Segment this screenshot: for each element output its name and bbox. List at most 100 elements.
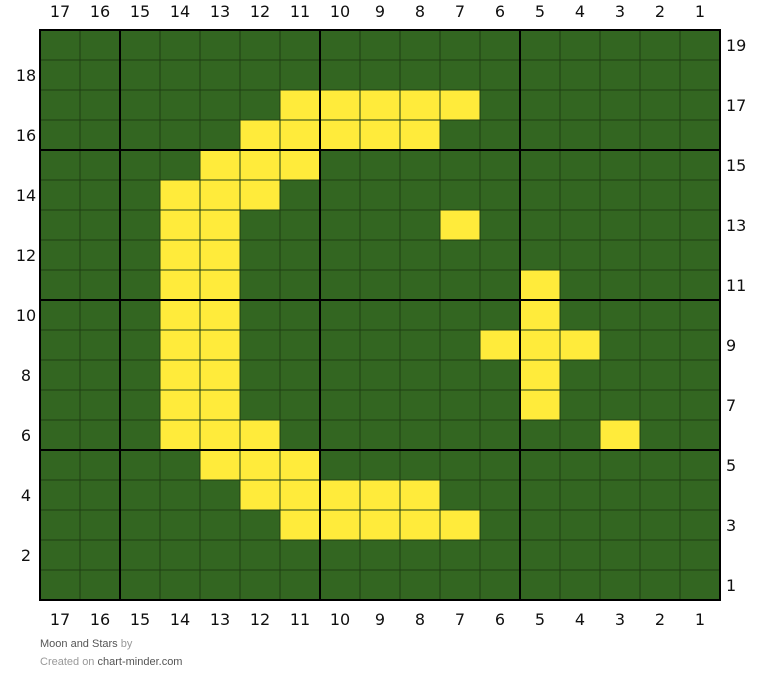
cell-r16-c8 xyxy=(399,119,441,151)
cell-r4-c7 xyxy=(439,479,481,511)
cell-r5-c10 xyxy=(319,449,361,481)
cell-r9-c3 xyxy=(599,329,641,361)
cell-r18-c8 xyxy=(399,59,441,91)
cell-r11-c2 xyxy=(639,269,681,301)
cell-r18-c12 xyxy=(239,59,281,91)
cell-r14-c5 xyxy=(519,179,561,211)
cell-r7-c9 xyxy=(359,389,401,421)
cell-r11-c10 xyxy=(319,269,361,301)
cell-r2-c9 xyxy=(359,539,401,571)
column-label-bottom: 15 xyxy=(130,610,150,629)
cell-r1-c8 xyxy=(399,569,441,601)
column-label-top: 6 xyxy=(495,2,505,21)
cell-r16-c15 xyxy=(119,119,161,151)
cell-r7-c5 xyxy=(519,389,561,421)
cell-r12-c12 xyxy=(239,239,281,271)
cell-r14-c1 xyxy=(679,179,721,211)
cell-r5-c11 xyxy=(279,449,321,481)
cell-r15-c7 xyxy=(439,149,481,181)
column-label-top: 9 xyxy=(375,2,385,21)
cell-r18-c17 xyxy=(39,59,81,91)
row-label-right: 15 xyxy=(726,156,746,175)
cell-r9-c11 xyxy=(279,329,321,361)
cell-r8-c16 xyxy=(79,359,121,391)
cell-r18-c4 xyxy=(559,59,601,91)
cell-r9-c14 xyxy=(159,329,201,361)
cell-r9-c13 xyxy=(199,329,241,361)
cell-r19-c6 xyxy=(479,29,521,61)
cell-r8-c4 xyxy=(559,359,601,391)
cell-r7-c10 xyxy=(319,389,361,421)
cell-r19-c8 xyxy=(399,29,441,61)
column-label-top: 11 xyxy=(290,2,310,21)
cell-r8-c14 xyxy=(159,359,201,391)
cell-r16-c4 xyxy=(559,119,601,151)
cell-r15-c2 xyxy=(639,149,681,181)
cell-r13-c11 xyxy=(279,209,321,241)
created-on-label: Created on xyxy=(40,656,95,668)
cell-r10-c11 xyxy=(279,299,321,331)
cell-r17-c7 xyxy=(439,89,481,121)
row-label-right: 5 xyxy=(726,456,736,475)
cell-r10-c2 xyxy=(639,299,681,331)
cell-r3-c9 xyxy=(359,509,401,541)
cell-r15-c16 xyxy=(79,149,121,181)
cell-r2-c14 xyxy=(159,539,201,571)
cell-r4-c12 xyxy=(239,479,281,511)
cell-r13-c16 xyxy=(79,209,121,241)
cell-r17-c6 xyxy=(479,89,521,121)
row-label-right: 7 xyxy=(726,396,736,415)
row-label-left: 6 xyxy=(21,426,31,445)
cell-r3-c11 xyxy=(279,509,321,541)
cell-r2-c8 xyxy=(399,539,441,571)
cell-r4-c17 xyxy=(39,479,81,511)
cell-r7-c12 xyxy=(239,389,281,421)
cell-r6-c4 xyxy=(559,419,601,451)
column-label-top: 7 xyxy=(455,2,465,21)
cell-r16-c3 xyxy=(599,119,641,151)
cell-r5-c16 xyxy=(79,449,121,481)
cell-r2-c12 xyxy=(239,539,281,571)
cell-r2-c7 xyxy=(439,539,481,571)
cell-r5-c14 xyxy=(159,449,201,481)
row-label-left: 10 xyxy=(16,306,36,325)
column-label-top: 14 xyxy=(170,2,190,21)
cell-r18-c3 xyxy=(599,59,641,91)
cell-r9-c1 xyxy=(679,329,721,361)
cell-r18-c9 xyxy=(359,59,401,91)
column-label-bottom: 3 xyxy=(615,610,625,629)
column-label-top: 1 xyxy=(695,2,705,21)
cell-r14-c8 xyxy=(399,179,441,211)
cell-r6-c13 xyxy=(199,419,241,451)
column-label-bottom: 13 xyxy=(210,610,230,629)
row-label-left: 14 xyxy=(16,186,36,205)
cell-r14-c17 xyxy=(39,179,81,211)
cell-r4-c15 xyxy=(119,479,161,511)
cell-r8-c3 xyxy=(599,359,641,391)
cell-r9-c6 xyxy=(479,329,521,361)
cell-r7-c15 xyxy=(119,389,161,421)
cell-r2-c17 xyxy=(39,539,81,571)
site-link[interactable]: chart-minder.com xyxy=(97,656,183,668)
cell-r2-c3 xyxy=(599,539,641,571)
cell-r1-c10 xyxy=(319,569,361,601)
cell-r5-c12 xyxy=(239,449,281,481)
column-label-bottom: 9 xyxy=(375,610,385,629)
cell-r8-c8 xyxy=(399,359,441,391)
cell-r16-c5 xyxy=(519,119,561,151)
cell-r4-c14 xyxy=(159,479,201,511)
cell-r13-c9 xyxy=(359,209,401,241)
column-label-top: 4 xyxy=(575,2,585,21)
cell-r14-c7 xyxy=(439,179,481,211)
cell-r12-c11 xyxy=(279,239,321,271)
cell-r12-c2 xyxy=(639,239,681,271)
cell-r12-c3 xyxy=(599,239,641,271)
cell-r4-c4 xyxy=(559,479,601,511)
cell-r3-c2 xyxy=(639,509,681,541)
column-label-bottom: 14 xyxy=(170,610,190,629)
cell-r9-c10 xyxy=(319,329,361,361)
cell-r11-c11 xyxy=(279,269,321,301)
cell-r10-c14 xyxy=(159,299,201,331)
cell-r10-c4 xyxy=(559,299,601,331)
cell-r1-c12 xyxy=(239,569,281,601)
